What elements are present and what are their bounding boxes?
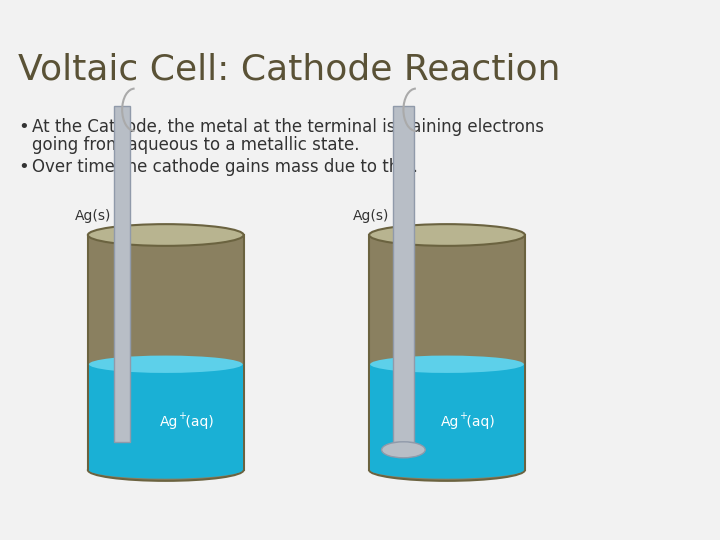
Text: Over time the cathode gains mass due to this.: Over time the cathode gains mass due to … — [32, 158, 418, 176]
Bar — [114, 106, 130, 442]
Bar — [88, 235, 243, 470]
Ellipse shape — [369, 459, 525, 481]
Text: (aq): (aq) — [462, 415, 495, 429]
Ellipse shape — [370, 355, 524, 373]
Ellipse shape — [369, 224, 525, 246]
Bar — [370, 364, 524, 470]
Text: going from aqueous to a metallic state.: going from aqueous to a metallic state. — [32, 136, 360, 154]
Ellipse shape — [88, 459, 243, 481]
Ellipse shape — [382, 442, 426, 458]
Text: Ag(s): Ag(s) — [75, 209, 112, 223]
Text: •: • — [18, 118, 29, 136]
Ellipse shape — [89, 461, 243, 478]
Ellipse shape — [88, 224, 243, 246]
Text: Ag: Ag — [160, 415, 179, 429]
Text: Voltaic Cell: Cathode Reaction: Voltaic Cell: Cathode Reaction — [18, 52, 561, 86]
Text: Ag: Ag — [441, 415, 459, 429]
Text: At the Cathode, the metal at the terminal is gaining electrons: At the Cathode, the metal at the termina… — [32, 118, 544, 136]
Bar — [392, 106, 414, 442]
Text: +: + — [459, 411, 467, 421]
Text: Ag(s): Ag(s) — [353, 209, 390, 223]
Ellipse shape — [370, 461, 524, 478]
Ellipse shape — [89, 355, 243, 373]
Bar — [89, 364, 243, 470]
Text: +: + — [179, 411, 186, 421]
Text: •: • — [18, 158, 29, 176]
Text: (aq): (aq) — [181, 415, 214, 429]
Bar — [369, 235, 525, 470]
